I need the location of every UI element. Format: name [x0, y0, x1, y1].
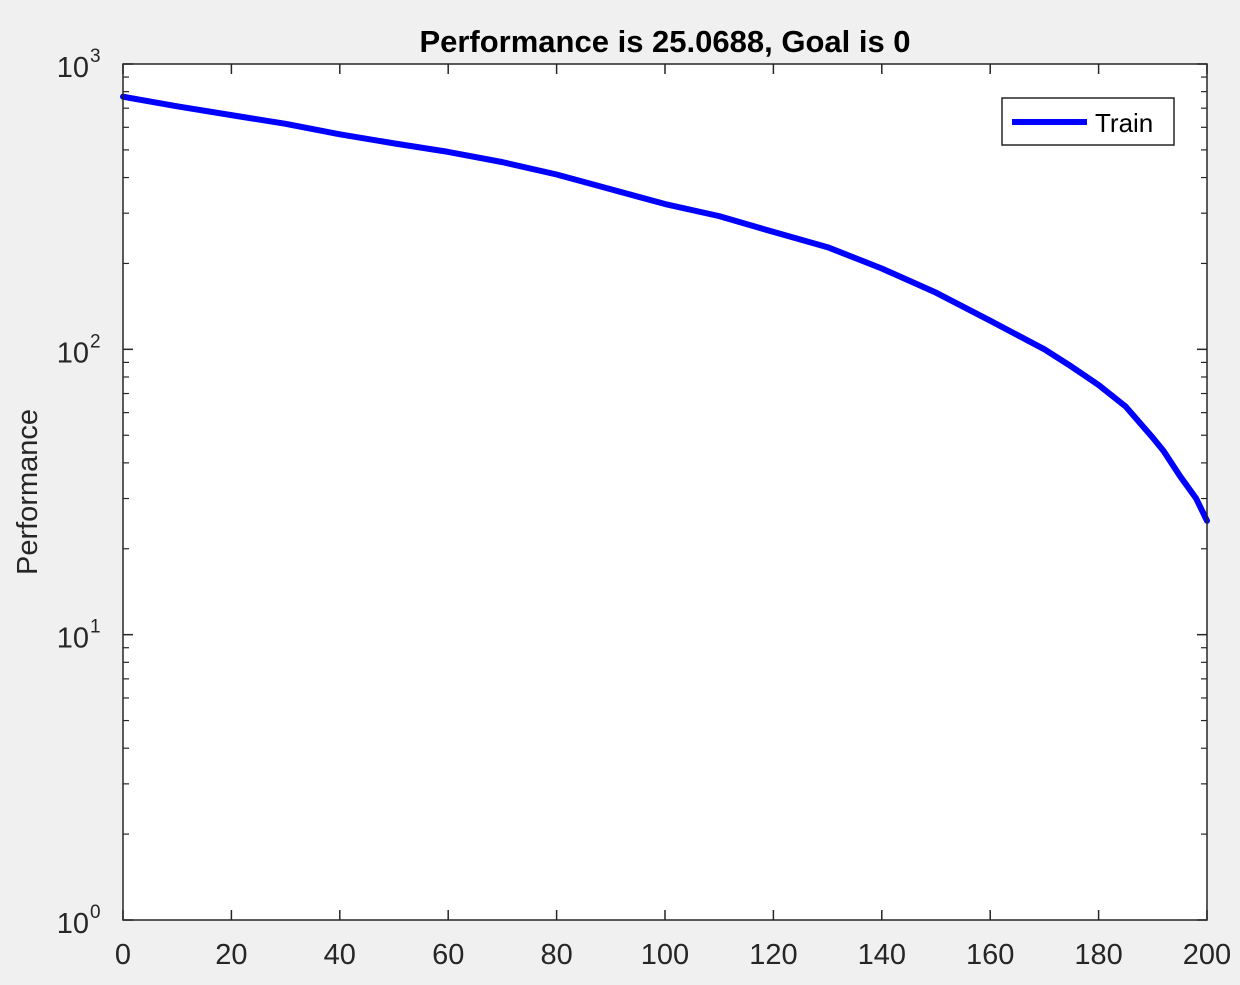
x-tick-labels: 0 20 40 60 80 100 120 140 160 180 200 [115, 939, 1231, 971]
y-tick-label-2: 10 2 [57, 331, 101, 369]
x-tick-label-60: 60 [432, 939, 464, 971]
y-tick-label-0: 10 0 [57, 902, 101, 940]
x-tick-label-120: 120 [749, 939, 797, 971]
x-tick-label-100: 100 [641, 939, 689, 971]
x-tick-label-80: 80 [540, 939, 572, 971]
x-tick-label-200: 200 [1183, 939, 1231, 971]
legend-box [1001, 97, 1175, 146]
x-tick-label-0: 0 [115, 939, 131, 971]
x-tick-label-160: 160 [966, 939, 1014, 971]
legend: Train [1001, 97, 1175, 146]
y-tick-label-exponent: 2 [90, 331, 101, 352]
legend-entry-train: Train [1095, 108, 1153, 138]
y-tick-label-base: 10 [57, 52, 89, 84]
y-axis-label: Performance [12, 409, 44, 575]
x-tick-label-40: 40 [324, 939, 356, 971]
y-tick-label-exponent: 3 [90, 46, 101, 67]
y-tick-label-exponent: 1 [90, 617, 101, 638]
plot-frame [122, 63, 1208, 921]
y-tick-label-base: 10 [57, 623, 89, 655]
x-tick-label-20: 20 [215, 939, 247, 971]
y-tick-label-base: 10 [57, 337, 89, 369]
x-tick-label-140: 140 [858, 939, 906, 971]
series-line-train [120, 93, 1210, 524]
chart-title: Performance is 25.0688, Goal is 0 [419, 24, 910, 59]
y-tick-label-3: 10 3 [57, 46, 101, 84]
x-tick-label-180: 180 [1074, 939, 1122, 971]
y-tick-label-base: 10 [57, 908, 89, 940]
plot-area [123, 64, 1207, 920]
minor-ticks [123, 76, 1207, 835]
y-tick-label-1: 10 1 [57, 617, 101, 655]
y-tick-label-exponent: 0 [90, 902, 101, 923]
